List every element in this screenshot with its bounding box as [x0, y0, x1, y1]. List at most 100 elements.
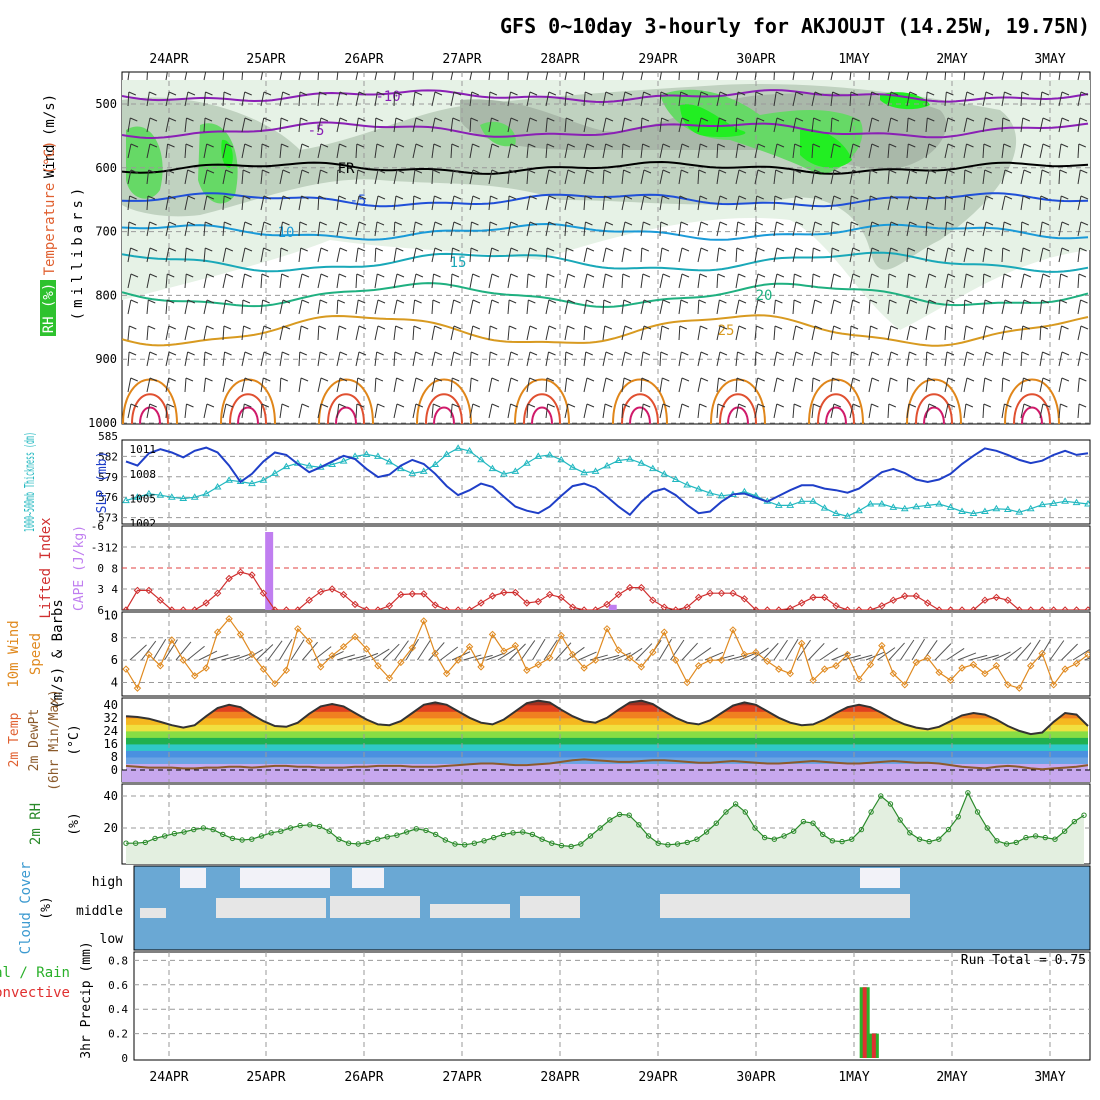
- isotherm-20: [122, 282, 1089, 308]
- wind-barb: [336, 377, 341, 393]
- wind-barb: [697, 117, 702, 133]
- wind-barb: [355, 325, 360, 341]
- wind-barb-flag: [453, 169, 461, 174]
- wind-barb: [203, 91, 206, 107]
- wind-barb-flag: [909, 325, 918, 330]
- wind-barb-flag: [396, 143, 405, 148]
- isotherm-label: 20: [756, 288, 773, 304]
- wind-barb-flag: [548, 169, 556, 174]
- rh2m-point: [529, 831, 536, 838]
- rh2m-point: [723, 809, 729, 815]
- wind-barb-flag: [261, 143, 270, 148]
- wind-barb-flag: [491, 143, 500, 148]
- wind-barb-flag: [396, 247, 404, 252]
- lifted-index-point: [901, 592, 909, 600]
- wind-barb-flag: [641, 377, 650, 382]
- wind-barb-flag: [946, 221, 954, 226]
- rh2m-point: [1052, 836, 1058, 842]
- wind-barb-flag: [871, 377, 880, 382]
- wind-barb: [222, 195, 225, 211]
- wind-barb-flag: [1042, 143, 1051, 148]
- wind10m-speed-point: [282, 666, 291, 674]
- top-date-labels: 24APR 25APR 26APR 27APR 28APR 29APR 30APR 1MAY 2…: [149, 52, 1065, 67]
- thickness-point: [774, 501, 783, 508]
- wind-barb-flag: [736, 117, 744, 122]
- wind-barb-flag: [243, 325, 251, 330]
- wind-barb-flag: [282, 299, 291, 304]
- wind-barb-flag: [167, 273, 175, 278]
- wind-barb-flag: [584, 325, 593, 330]
- cloud-high-block: [860, 868, 900, 888]
- top-date-label: 30APR: [736, 52, 775, 67]
- wind-barb: [545, 325, 550, 341]
- wind10m-barb: [463, 654, 482, 661]
- rh2m-point: [510, 830, 516, 836]
- isotherm-label: -5: [308, 123, 325, 139]
- wind-barb-flag: [643, 299, 652, 304]
- wind-barb: [811, 169, 816, 185]
- wind-barb: [279, 299, 284, 315]
- wind-barb: [165, 403, 168, 419]
- wind-barb: [583, 117, 588, 133]
- lifted-index-point: [225, 574, 233, 583]
- wind-barb: [507, 169, 510, 185]
- wind-barb-flag: [890, 351, 899, 356]
- wind-barb-flag: [567, 403, 576, 408]
- thickness-series: [122, 444, 1090, 519]
- wind-barb: [184, 91, 189, 107]
- wind-barb: [279, 273, 283, 289]
- thickness-point: [213, 483, 222, 490]
- rh2m-point: [674, 841, 681, 847]
- cloud-blocks: [140, 868, 910, 918]
- thickness-point: [660, 470, 669, 477]
- lifted-index-point: [362, 606, 371, 610]
- wind10m-barb: [1003, 646, 1022, 661]
- wind-barb-flag: [396, 273, 405, 278]
- wind-barb: [317, 195, 320, 211]
- wind10m-barb: [543, 639, 558, 661]
- wind-barb-flag: [394, 91, 403, 96]
- lifted-index-point: [1015, 606, 1023, 610]
- wind10m-speed-point: [465, 643, 474, 651]
- wind-barb-flag: [661, 325, 670, 330]
- wind10m-tick: 6: [111, 653, 118, 667]
- wind-barb-flag: [718, 117, 727, 122]
- wind-barb: [735, 169, 740, 185]
- wind-barb: [1001, 247, 1004, 263]
- wind-barb: [431, 247, 436, 263]
- wind-barb-flag: [205, 91, 213, 96]
- wind-barb-flag: [357, 169, 366, 174]
- wind-barb-flag: [299, 221, 308, 226]
- precip-tick: 0: [121, 1052, 128, 1065]
- wind-barb: [488, 195, 491, 211]
- wind-barb: [754, 169, 759, 185]
- wind10m-speed-point: [431, 649, 439, 658]
- wind10m-barb: [256, 644, 274, 661]
- wind-barb-flag: [357, 377, 365, 382]
- wind-barb: [355, 299, 359, 315]
- wind-barb: [887, 377, 891, 393]
- wind-barb: [716, 195, 721, 211]
- wind10m-speed-point: [328, 651, 336, 660]
- rh2m-point: [1081, 812, 1087, 818]
- wind-barb-flag: [223, 325, 232, 330]
- thickness-point: [900, 504, 909, 512]
- thickness-point: [1049, 499, 1058, 506]
- isotherm-label: 15: [450, 255, 467, 271]
- wind-barb-flag: [1003, 143, 1011, 148]
- wind-barb: [165, 273, 168, 289]
- wind-barb-flag: [889, 299, 897, 304]
- wind-barb: [279, 247, 282, 263]
- wind-barb-flag: [679, 195, 688, 200]
- wind-barb: [697, 351, 702, 367]
- wind-barb: [184, 221, 189, 237]
- wind-barb-flag: [586, 377, 595, 382]
- wind-barb: [716, 143, 719, 159]
- wind-barb: [355, 351, 360, 367]
- rh2m-point: [1003, 841, 1010, 847]
- wind-barb-flag: [282, 221, 290, 226]
- wind-barb: [906, 299, 911, 315]
- wind-barb-flag: [149, 377, 158, 382]
- wind10m-grid: [122, 612, 1090, 696]
- wind-barb: [1020, 351, 1023, 367]
